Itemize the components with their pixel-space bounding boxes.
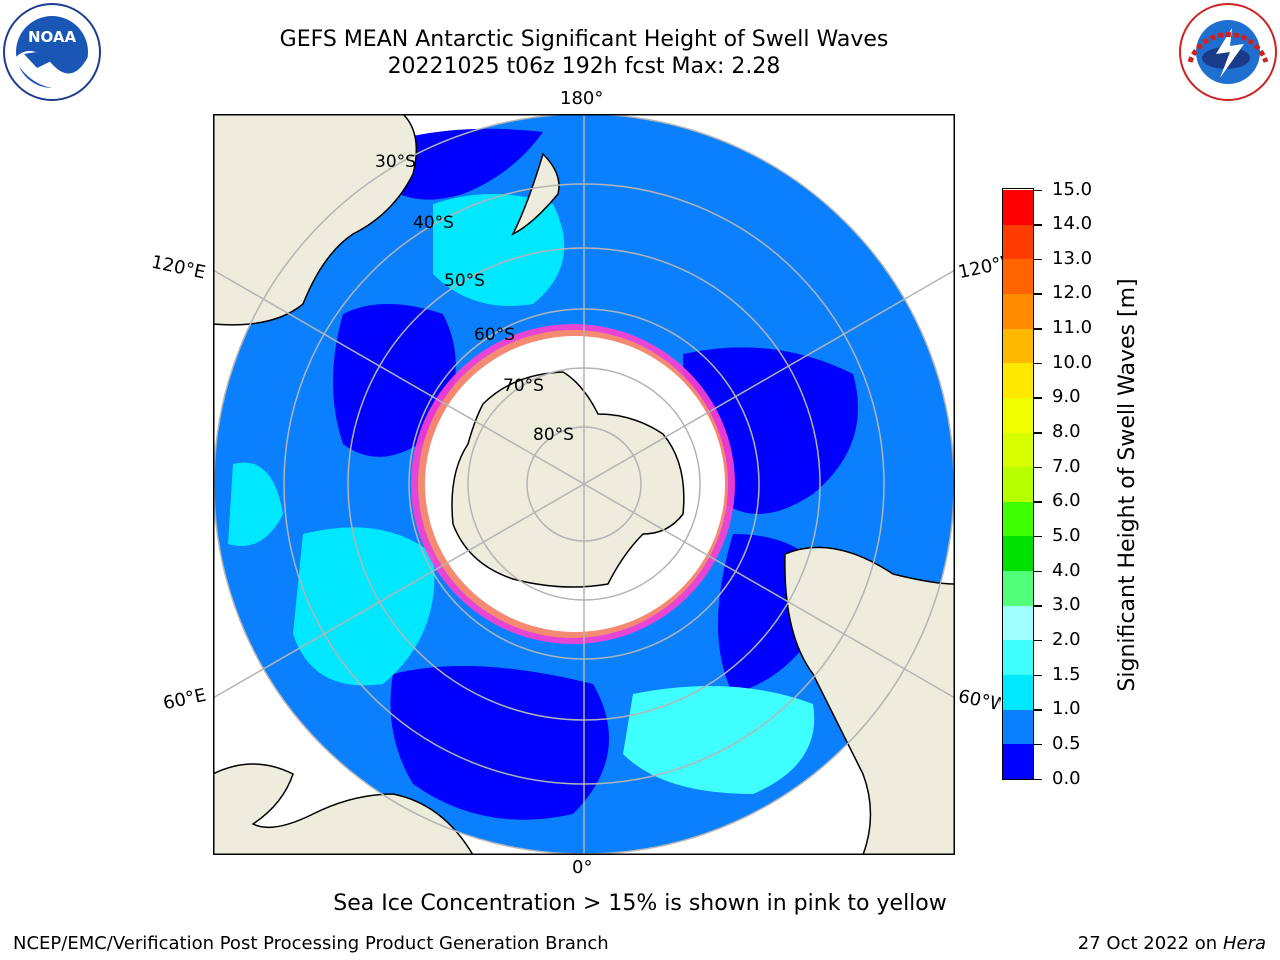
lon-label-60e: 60°E	[161, 684, 208, 715]
lat-label-50s: 50°S	[444, 271, 485, 291]
lon-label-180: 180°	[560, 88, 604, 109]
lat-label-30s: 30°S	[375, 152, 416, 172]
colorbar-segment	[1003, 674, 1033, 710]
colorbar-segment	[1003, 466, 1033, 502]
colorbar-segment	[1003, 189, 1033, 225]
colorbar-tick-label: 3.0	[1052, 594, 1081, 616]
colorbar-tick	[1034, 570, 1042, 573]
swell-region-mid	[293, 527, 435, 686]
noaa-logo-text: NOAA	[28, 28, 77, 46]
colorbar-segment	[1003, 535, 1033, 572]
colorbar-segment	[1003, 709, 1033, 745]
colorbar-segment	[1003, 397, 1033, 433]
colorbar-segment	[1003, 639, 1033, 676]
colorbar-tick	[1034, 743, 1042, 746]
colorbar-tick	[1034, 605, 1042, 607]
colorbar-tick-label: 7.0	[1052, 455, 1081, 477]
colorbar-tick-label: 4.0	[1052, 559, 1081, 581]
map-subtitle: 20221025 t06z 192h fcst Max: 2.28	[387, 54, 781, 79]
colorbar-segment	[1003, 293, 1033, 329]
lon-label-0: 0°	[572, 857, 593, 878]
land-africa	[213, 763, 474, 855]
colorbar-tick	[1034, 639, 1042, 642]
colorbar-segment	[1003, 362, 1033, 398]
swell-region-low	[383, 128, 543, 200]
land-new-zealand	[511, 152, 560, 236]
colorbar-tick	[1034, 224, 1042, 226]
colorbar-tick-label: 9.0	[1052, 386, 1081, 408]
lat-label-60s: 60°S	[474, 325, 515, 345]
colorbar-tick	[1034, 535, 1042, 538]
colorbar-tick-label: 14.0	[1052, 213, 1093, 235]
colorbar-tick	[1034, 709, 1042, 711]
colorbar-tick-label: 0.0	[1052, 767, 1081, 789]
colorbar-tick	[1034, 778, 1042, 780]
colorbar-segment	[1003, 501, 1033, 537]
colorbar-segment	[1003, 224, 1033, 260]
swell-region-low	[390, 666, 609, 820]
colorbar-label: Significant Height of Swell Waves [m]	[1115, 278, 1140, 692]
colorbar-tick-label: 15.0	[1052, 178, 1093, 200]
swell-region-mid	[623, 686, 815, 794]
sea-ice-note: Sea Ice Concentration > 15% is shown in …	[333, 891, 947, 916]
colorbar-tick	[1034, 397, 1042, 399]
date-stamp: 27 Oct 2022 on Hera	[1078, 933, 1266, 954]
colorbar-segment	[1003, 432, 1033, 468]
date-text: 27 Oct 2022 on	[1077, 933, 1223, 954]
colorbar-tick-label: 11.0	[1052, 317, 1093, 339]
colorbar-segment	[1003, 743, 1033, 779]
colorbar-tick-label: 6.0	[1052, 490, 1081, 512]
colorbar-tick	[1034, 293, 1042, 295]
lat-label-70s: 70°S	[503, 376, 544, 396]
colorbar-segment	[1003, 570, 1033, 606]
swell-region-mid	[228, 462, 283, 546]
polar-map: 30°S 40°S 50°S 60°S 70°S 80°S	[213, 114, 955, 855]
colorbar-tick-label: 0.5	[1052, 732, 1081, 754]
land-australia	[213, 114, 418, 326]
colorbar-segment	[1003, 328, 1033, 364]
land-antarctica	[451, 371, 685, 588]
colorbar-tick	[1034, 258, 1042, 261]
colorbar-segment	[1003, 605, 1033, 641]
nws-logo	[1179, 3, 1277, 101]
colorbar-tick-label: 8.0	[1052, 421, 1081, 443]
colorbar-tick	[1034, 674, 1042, 677]
colorbar	[1002, 188, 1034, 780]
colorbar-tick	[1034, 328, 1042, 330]
colorbar-tick-label: 12.0	[1052, 282, 1093, 304]
map-title: GEFS MEAN Antarctic Significant Height o…	[279, 27, 889, 52]
colorbar-tick	[1034, 362, 1042, 365]
lon-label-60w: 60°W	[956, 685, 1002, 716]
colorbar-tick	[1034, 501, 1042, 503]
colorbar-tick	[1034, 189, 1042, 191]
lat-label-40s: 40°S	[413, 213, 454, 233]
colorbar-tick	[1034, 466, 1042, 469]
host-name: Hera	[1222, 933, 1266, 954]
noaa-logo: NOAA	[3, 3, 101, 101]
colorbar-tick-label: 1.5	[1052, 663, 1081, 685]
colorbar-tick	[1034, 432, 1042, 434]
credit-text: NCEP/EMC/Verification Post Processing Pr…	[13, 933, 609, 954]
lat-label-80s: 80°S	[533, 425, 574, 445]
colorbar-tick-label: 13.0	[1052, 247, 1093, 269]
colorbar-tick-label: 5.0	[1052, 524, 1081, 546]
colorbar-tick-label: 2.0	[1052, 628, 1081, 650]
colorbar-tick-label: 10.0	[1052, 351, 1093, 373]
colorbar-segment	[1003, 258, 1033, 294]
lon-label-120e: 120°E	[149, 251, 208, 284]
colorbar-tick-label: 1.0	[1052, 698, 1081, 720]
